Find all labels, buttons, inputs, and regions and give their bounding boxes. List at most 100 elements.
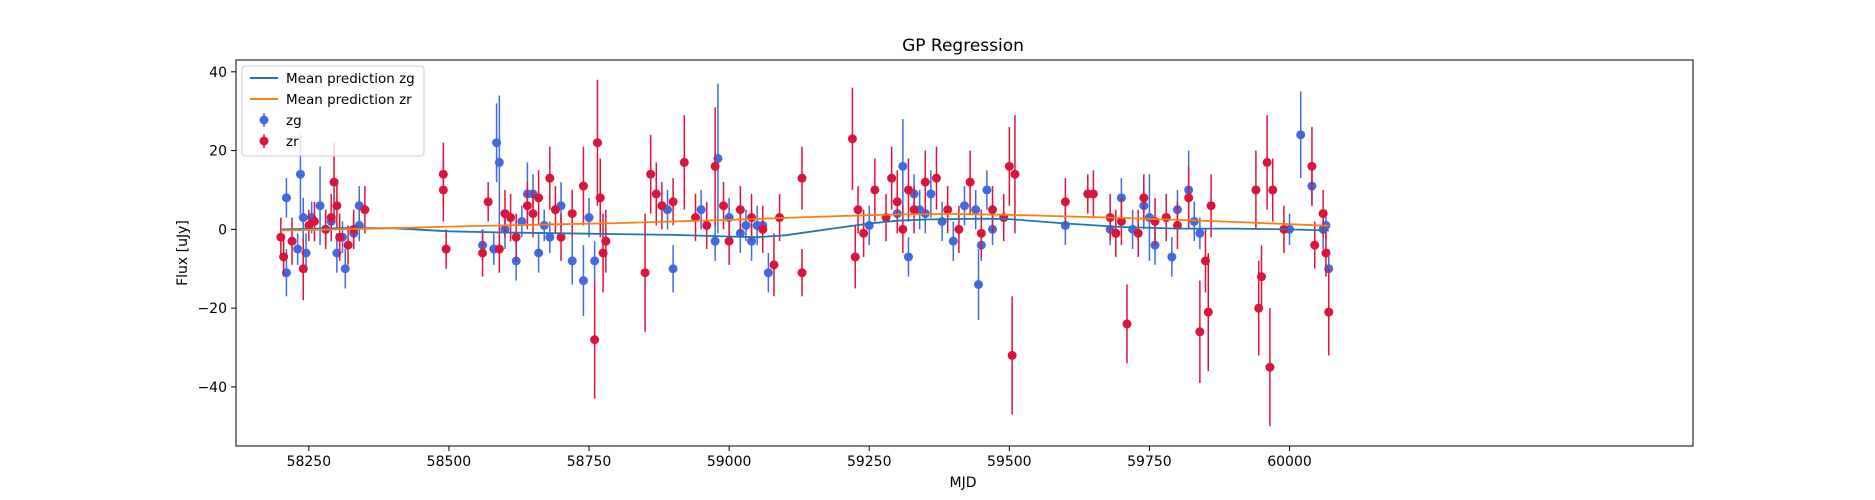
data-point-zr xyxy=(601,236,611,246)
data-point-zr xyxy=(909,205,919,215)
data-point-zr xyxy=(545,173,555,183)
data-point-zr xyxy=(522,201,532,211)
data-point-zr xyxy=(1310,240,1320,250)
data-point-zr xyxy=(1200,256,1210,266)
data-point-zr xyxy=(887,173,897,183)
y-tick-label: 40 xyxy=(209,65,227,81)
y-axis-label: Flux [uJy] xyxy=(175,220,191,286)
data-point-zr xyxy=(1262,157,1272,167)
data-point-zr xyxy=(1321,248,1331,258)
data-point-zr xyxy=(550,205,560,215)
data-point-zr xyxy=(668,197,678,207)
legend-swatch-zg-marker xyxy=(259,115,269,125)
x-tick-label: 60000 xyxy=(1267,454,1312,470)
data-point-zr xyxy=(847,134,857,144)
data-point-zr xyxy=(534,193,544,203)
data-point-zr xyxy=(903,185,913,195)
data-point-zg xyxy=(534,248,544,258)
data-point-zr xyxy=(1060,197,1070,207)
plot-area xyxy=(276,79,1334,427)
data-point-zr xyxy=(578,181,588,191)
data-point-zr xyxy=(1265,362,1275,372)
data-point-zg xyxy=(1189,216,1199,226)
data-point-zr xyxy=(657,201,667,211)
data-point-zg xyxy=(960,201,969,211)
data-point-zr xyxy=(679,157,689,167)
data-point-zr xyxy=(719,201,729,211)
data-point-zr xyxy=(329,177,339,187)
data-point-zr xyxy=(1122,319,1132,329)
data-point-zr xyxy=(478,248,488,258)
data-point-zr xyxy=(1004,161,1014,171)
data-point-zr xyxy=(506,213,516,223)
legend: Mean prediction zg Mean prediction zr zg… xyxy=(241,65,425,157)
data-point-zr xyxy=(702,220,712,230)
data-point-zr xyxy=(1007,350,1017,360)
data-point-zr xyxy=(931,173,941,183)
data-point-zg xyxy=(298,213,308,223)
data-point-zr xyxy=(1139,193,1149,203)
data-point-zr xyxy=(859,228,869,238)
data-point-zr xyxy=(590,335,600,345)
data-point-zr xyxy=(1111,228,1121,238)
data-point-zr xyxy=(870,185,880,195)
y-tick-label: 20 xyxy=(209,144,227,160)
data-point-zg xyxy=(295,169,305,179)
y-tick-label: 0 xyxy=(218,222,227,238)
data-point-zr xyxy=(898,224,908,234)
data-point-zr xyxy=(438,185,448,195)
data-point-zr xyxy=(483,197,493,207)
data-point-zg xyxy=(567,256,577,266)
data-point-zr xyxy=(965,177,975,187)
x-axis-label: MJD xyxy=(950,475,977,491)
data-point-zg xyxy=(517,216,527,226)
data-point-zr xyxy=(724,236,734,246)
data-point-zr xyxy=(595,193,605,203)
data-point-zr xyxy=(494,244,504,254)
data-point-zr xyxy=(528,209,538,219)
data-point-zr xyxy=(332,201,342,211)
data-point-zg xyxy=(494,157,504,167)
data-point-zg xyxy=(971,205,981,215)
data-point-zr xyxy=(943,205,953,215)
data-point-zr xyxy=(853,205,863,215)
data-point-zg xyxy=(898,161,908,171)
data-point-zg xyxy=(974,280,984,290)
legend-swatch-zr-marker xyxy=(259,136,269,146)
data-point-zr xyxy=(438,169,448,179)
data-point-zr xyxy=(640,268,650,278)
data-point-zg xyxy=(948,236,958,246)
data-point-zr xyxy=(287,236,297,246)
mean-prediction-line xyxy=(280,217,1329,239)
data-point-zg xyxy=(281,193,291,203)
data-point-zr xyxy=(598,248,608,258)
data-point-zr xyxy=(1195,327,1205,337)
legend-label-zr-points: zr xyxy=(286,134,299,150)
data-point-zr xyxy=(335,232,345,242)
data-point-zg xyxy=(315,201,325,211)
data-point-zr xyxy=(441,244,451,254)
data-point-zr xyxy=(298,264,308,274)
data-point-zr xyxy=(326,213,336,223)
data-point-zr xyxy=(710,161,720,171)
data-point-zr xyxy=(360,205,370,215)
data-point-zr xyxy=(1268,185,1278,195)
data-point-zg xyxy=(1296,130,1306,140)
data-point-zr xyxy=(276,232,286,242)
data-point-zr xyxy=(1251,185,1261,195)
plot-frame xyxy=(235,59,1694,447)
data-point-zg xyxy=(340,264,350,274)
data-point-zg xyxy=(668,264,678,274)
legend-label-zg-points: zg xyxy=(286,113,302,129)
legend-label-zg-line: Mean prediction zg xyxy=(286,71,415,87)
data-point-zr xyxy=(279,252,289,262)
data-point-zg xyxy=(545,232,555,242)
data-point-zr xyxy=(797,268,807,278)
data-point-zr xyxy=(976,228,986,238)
data-point-zr xyxy=(1010,169,1020,179)
data-point-zr xyxy=(797,173,807,183)
data-point-zg xyxy=(741,220,751,230)
data-point-zr xyxy=(1254,303,1264,313)
data-point-zg xyxy=(590,256,600,266)
